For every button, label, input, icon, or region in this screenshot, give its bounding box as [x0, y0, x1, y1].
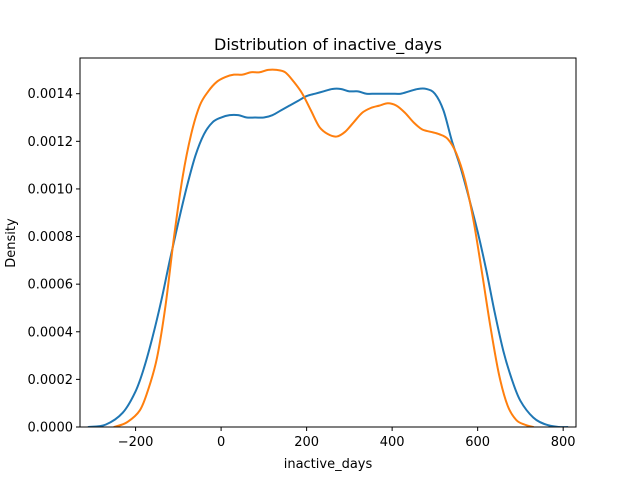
y-tick-label: 0.0014 — [28, 87, 74, 102]
x-axis-label: inactive_days — [284, 457, 373, 472]
x-tick-label: −200 — [118, 435, 154, 450]
x-tick-label: 400 — [380, 435, 405, 450]
x-tick-label: 0 — [217, 435, 225, 450]
y-tick-label: 0.0006 — [28, 278, 74, 293]
y-tick-label: 0.0004 — [28, 325, 74, 340]
x-tick-label: 800 — [551, 435, 576, 450]
chart-title: Distribution of inactive_days — [214, 35, 442, 55]
y-tick-label: 0.0002 — [28, 373, 74, 388]
x-tick-label: 600 — [465, 435, 490, 450]
y-tick-label: 0.0012 — [28, 135, 74, 150]
y-tick-label: 0.0008 — [28, 230, 74, 245]
density-line-2 — [113, 68, 535, 427]
density-line-1 — [87, 87, 569, 427]
plot-frame — [79, 57, 577, 428]
x-tick-label: 200 — [294, 435, 319, 450]
y-tick-label: 0.0010 — [28, 182, 74, 197]
y-axis-label: Density — [4, 218, 19, 268]
y-tick-label: 0.0000 — [28, 421, 74, 436]
